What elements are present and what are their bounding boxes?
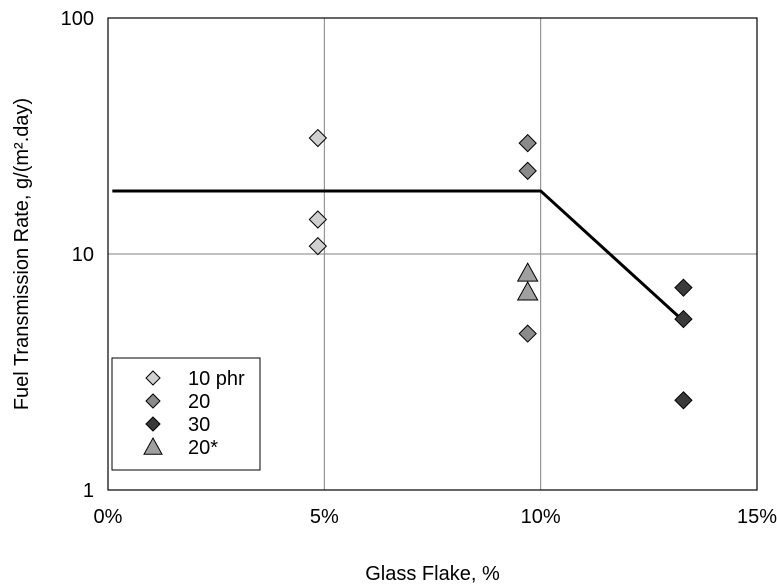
grid-lines [108,18,757,490]
data-point-series-4 [516,281,539,301]
x-tick-labels: 0% 5% 10% 15% [94,506,777,528]
data-point-series-3 [674,391,693,410]
legend-marker [145,393,161,409]
data-point-series-2 [518,324,537,343]
y-tick-label: 100 [61,8,94,30]
x-axis-title: Glass Flake, % [365,563,500,585]
data-point-series-3 [674,278,693,297]
data-point-series-2 [518,133,537,153]
trend-line-group [112,189,685,323]
plot-frame [107,17,758,491]
data-point-series-1 [308,128,328,148]
x-tick-label: 10% [521,506,561,528]
y-tick-labels: 1 10 100 [61,8,94,502]
x-tick-label: 15% [737,506,777,528]
data-point-series-3 [674,309,693,329]
trend-line [112,189,685,323]
y-tick-label: 10 [72,244,94,266]
legend-label: 30 [188,414,210,436]
y-tick-label: 1 [83,480,94,502]
legend-marker [143,436,163,455]
x-tick-label: 5% [310,506,339,528]
x-tick-label: 0% [94,506,123,528]
legend-label: 10 phr [188,368,245,390]
legend-label: 20* [188,437,218,459]
legend-marker [145,416,161,432]
y-axis-title: Fuel Transmission Rate, g/(m².day) [11,98,33,410]
data-point-series-2 [518,161,537,181]
legend-label: 20 [188,391,210,413]
data-points [308,128,693,410]
data-point-series-1 [308,236,328,256]
legend-marker [145,370,161,386]
legend-box [111,357,261,471]
data-point-series-1 [308,210,328,229]
